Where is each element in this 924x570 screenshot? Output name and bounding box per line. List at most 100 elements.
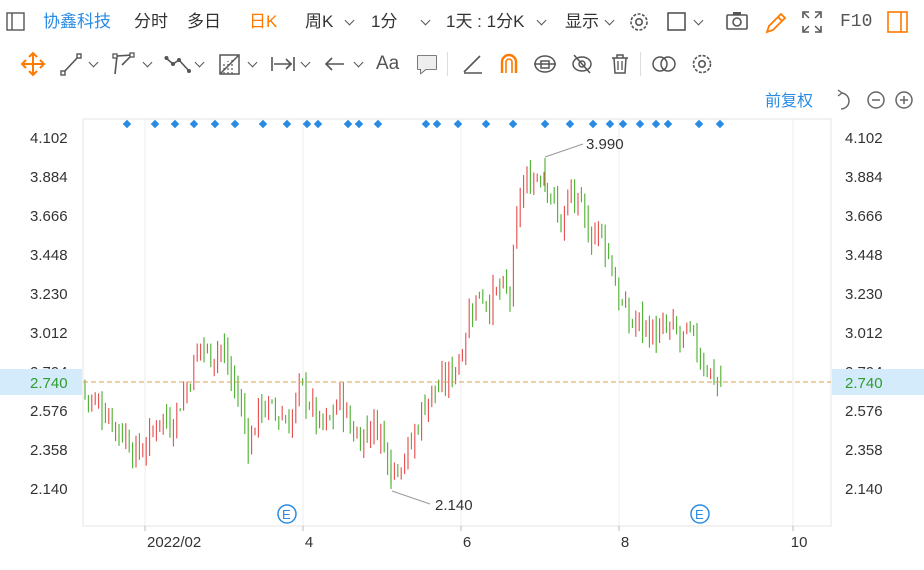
move-icon[interactable]	[20, 50, 46, 78]
price-tick-right: 3.448	[845, 247, 883, 264]
drawing-toolbar: Aa	[0, 44, 924, 84]
period-select[interactable]: 1分	[371, 12, 398, 31]
current-price-right: 2.740	[845, 375, 883, 392]
fibonacci-tool-icon[interactable]	[217, 50, 243, 78]
price-tick-left: 4.102	[30, 130, 68, 147]
chevron-down-icon[interactable]	[194, 57, 205, 68]
event-diamond	[651, 119, 661, 129]
price-tick-right: 3.230	[845, 286, 883, 303]
chevron-down-icon[interactable]	[247, 57, 258, 68]
panel-toggle-icon[interactable]	[886, 0, 910, 44]
event-diamond	[421, 119, 431, 129]
kline-chart[interactable]: 4.102 4.102 3.884 3.884 3.666 3.666 3.448 3.448…	[0, 84, 924, 565]
zoom-in-icon[interactable]	[895, 91, 913, 109]
event-diamond	[663, 119, 673, 129]
tab-multi-day[interactable]: 多日	[187, 12, 221, 31]
chevron-down-icon[interactable]	[536, 15, 547, 26]
tab-intraday[interactable]: 分时	[134, 12, 168, 31]
compare-select[interactable]: 1天 : 1分K	[446, 12, 525, 31]
trash-icon[interactable]	[608, 50, 632, 78]
price-tick-right: 2.140	[845, 481, 883, 498]
polyline-tool-icon[interactable]	[112, 50, 136, 78]
ruler-tool-icon[interactable]	[461, 50, 485, 78]
price-tick-left: 3.448	[30, 247, 68, 264]
tab-daily-k[interactable]: 日K	[249, 12, 278, 31]
line-tool-icon[interactable]	[60, 50, 82, 78]
price-tick-left: 2.358	[30, 442, 68, 459]
pencil-icon[interactable]	[763, 0, 787, 44]
x-tick-label: 4	[305, 534, 313, 551]
divider	[640, 52, 641, 76]
event-diamond	[618, 119, 628, 129]
high-leader-line	[544, 143, 584, 158]
event-marker-e[interactable]: E	[277, 504, 297, 524]
display-select[interactable]: 显示	[565, 12, 599, 31]
event-diamond	[373, 119, 383, 129]
event-diamond	[230, 119, 240, 129]
arrow-tool-icon[interactable]	[322, 50, 348, 78]
chevron-down-icon[interactable]	[88, 57, 99, 68]
adjust-mode-label[interactable]: 前复权	[765, 92, 813, 110]
event-diamond	[588, 119, 598, 129]
chevron-down-icon[interactable]	[693, 15, 704, 26]
current-price-tag-left	[0, 369, 82, 395]
high-price-label: 3.990	[586, 136, 624, 153]
f10-button[interactable]: F10	[840, 12, 873, 32]
zoom-out-icon[interactable]	[867, 91, 885, 109]
hide-drawings-icon[interactable]	[570, 50, 594, 78]
x-tick-label: 8	[621, 534, 629, 551]
event-diamond	[635, 119, 645, 129]
event-diamond	[122, 119, 132, 129]
price-tick-left: 3.230	[30, 286, 68, 303]
event-diamond	[343, 119, 353, 129]
chevron-down-icon[interactable]	[604, 15, 615, 26]
event-diamond	[540, 119, 550, 129]
settings-icon[interactable]	[628, 0, 650, 44]
overlay-compare-icon[interactable]	[650, 50, 678, 78]
price-axis: 4.102 4.102 3.884 3.884 3.666 3.666 3.448 3.448…	[30, 130, 883, 498]
event-diamond	[282, 119, 292, 129]
event-diamond	[481, 119, 491, 129]
lock-drawing-icon[interactable]	[533, 50, 557, 78]
low-leader-line	[391, 490, 431, 505]
event-diamond	[715, 119, 725, 129]
tab-weekly-k[interactable]: 周K	[305, 12, 334, 31]
chevron-down-icon[interactable]	[353, 57, 364, 68]
measure-tool-icon[interactable]	[270, 50, 296, 78]
price-tick-right: 3.666	[845, 208, 883, 225]
candles	[84, 158, 722, 489]
event-diamond	[210, 119, 220, 129]
grid	[144, 119, 794, 526]
price-tick-left: 2.140	[30, 481, 68, 498]
kline-chart-area[interactable]: 4.102 4.102 3.884 3.884 3.666 3.666 3.448 3.448…	[0, 84, 924, 565]
reset-zoom-icon[interactable]	[837, 89, 850, 110]
chevron-down-icon[interactable]	[300, 57, 311, 68]
magnet-icon[interactable]	[497, 50, 521, 78]
event-diamond	[258, 119, 268, 129]
chevron-down-icon[interactable]	[420, 15, 431, 26]
event-diamond	[432, 119, 442, 129]
stock-name[interactable]: 协鑫科技	[43, 12, 111, 31]
svg-text:E: E	[695, 507, 704, 522]
event-diamond	[313, 119, 323, 129]
price-tick-right: 2.576	[845, 403, 883, 420]
toolbar-settings-icon[interactable]	[690, 50, 714, 78]
event-diamond	[150, 119, 160, 129]
current-price-tag-right	[832, 369, 924, 395]
plot-frame	[82, 118, 832, 527]
price-tick-left: 3.012	[30, 325, 68, 342]
chevron-down-icon[interactable]	[344, 15, 355, 26]
sidebar-toggle-icon[interactable]	[6, 0, 26, 44]
event-diamond	[508, 119, 518, 129]
event-diamond	[565, 119, 575, 129]
text-tool[interactable]: Aa	[376, 53, 400, 74]
event-diamond	[354, 119, 364, 129]
camera-icon[interactable]	[725, 0, 749, 44]
checkbox-icon[interactable]	[666, 0, 688, 44]
comment-tool-icon[interactable]	[415, 50, 439, 78]
event-marker-e[interactable]: E	[690, 504, 710, 524]
wave-tool-icon[interactable]	[164, 50, 192, 78]
chevron-down-icon[interactable]	[142, 57, 153, 68]
x-tick-label: 10	[791, 534, 808, 551]
fullscreen-icon[interactable]	[800, 0, 824, 44]
